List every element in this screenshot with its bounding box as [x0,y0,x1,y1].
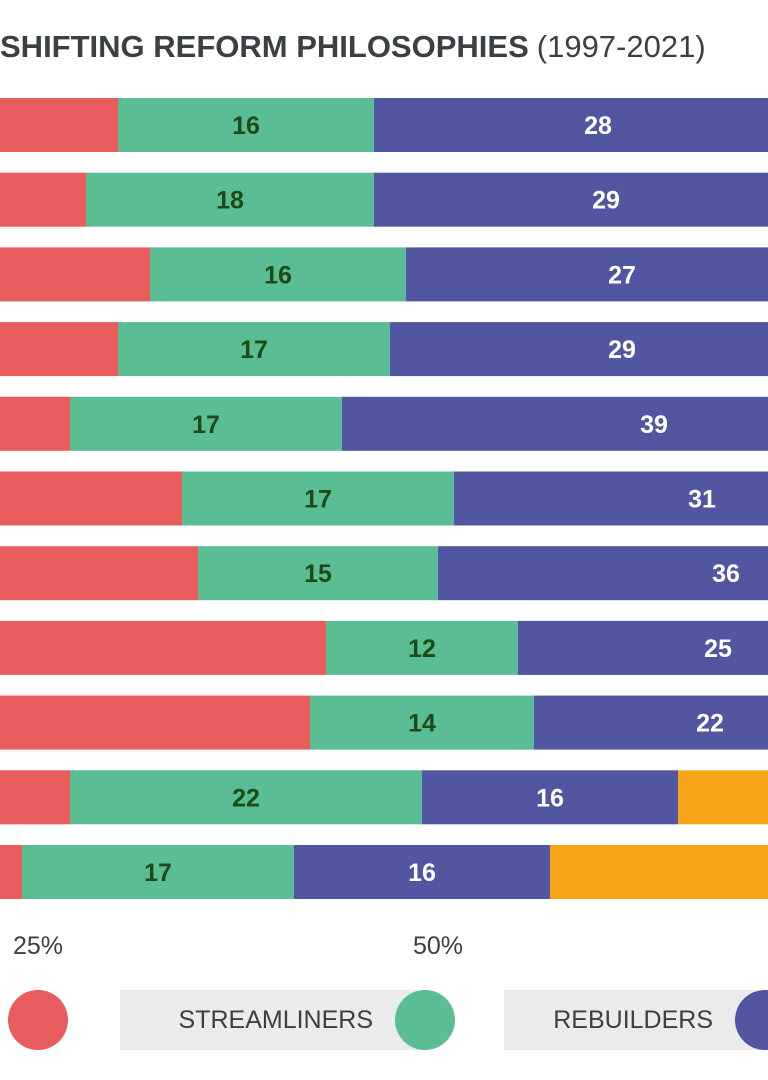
bar-segment [294,845,550,899]
bar-segment [0,247,150,302]
data-label: 22 [232,784,260,812]
data-label: 17 [240,336,268,364]
data-label: 17 [192,411,220,439]
bars: 16 28 18 29 16 27 17 29 17 39 17 31 15 36 12 25 14 22 22 16… [0,98,768,899]
bar-segment [422,770,678,825]
data-label: 16 [232,112,260,140]
legend-box [504,990,766,1050]
legend-label: STREAMLINERS [179,1006,373,1034]
data-label: 16 [408,859,436,887]
bar-segment [0,695,310,750]
bar-segment [342,396,768,451]
x-tick-label: 50% [413,932,463,960]
bar-segment [70,770,422,825]
legend-label: REBUILDERS [553,1006,713,1034]
chart-title: SHIFTING REFORM PHILOSOPHIES (1997-2021) [0,29,706,64]
bar-segment [86,172,374,227]
data-label: 28 [584,112,612,140]
legend: STREAMLINERS REBUILDERS [8,990,768,1050]
data-label: 16 [536,784,564,812]
bar-segment [198,546,438,601]
data-label: 25 [704,635,732,663]
bar-segment [310,695,534,750]
bar-segment [438,546,768,601]
bar-segment [118,98,374,152]
bar-segment [390,322,768,377]
bar-segment [0,396,70,451]
data-label: 36 [712,560,740,588]
data-label: 16 [264,261,292,289]
bar-segment [182,471,454,526]
bar-segment [0,845,22,899]
data-label: 17 [144,859,172,887]
title: SHIFTING REFORM PHILOSOPHIES [0,29,529,64]
data-label: 15 [304,560,332,588]
bar-segment [0,98,118,152]
bar-segment [0,471,182,526]
bar-segment [550,845,768,899]
bar-segment [0,770,70,825]
bar-segment [326,620,518,675]
bar-segment [374,98,768,152]
bar-segment [0,322,118,377]
bar-segment [22,845,294,899]
data-label: 14 [408,710,436,738]
subtitle: (1997-2021) [537,29,706,64]
bar-segment [118,322,390,377]
legend-swatch [735,990,768,1050]
data-label: 17 [304,486,332,514]
bar-segment [406,247,768,302]
bar-segment [454,471,768,526]
bar-segment [678,770,768,825]
data-label: 39 [640,411,668,439]
data-label: 29 [608,336,636,364]
legend-box [120,990,425,1050]
bar-segment [150,247,406,302]
bar-segment [0,620,326,675]
legend-swatch [8,990,68,1050]
bar-segment [70,396,342,451]
bar-segment [374,172,768,227]
bar-segment [0,172,86,227]
bar-segment [534,695,768,750]
bar-segment [518,620,768,675]
data-label: 31 [688,486,716,514]
legend-swatch [395,990,455,1050]
data-label: 27 [608,261,636,289]
data-label: 22 [696,710,724,738]
data-label: 18 [216,187,244,215]
data-label: 29 [592,187,620,215]
data-label: 12 [408,635,436,663]
bar-segment [0,546,198,601]
x-tick-label: 25% [13,932,63,960]
